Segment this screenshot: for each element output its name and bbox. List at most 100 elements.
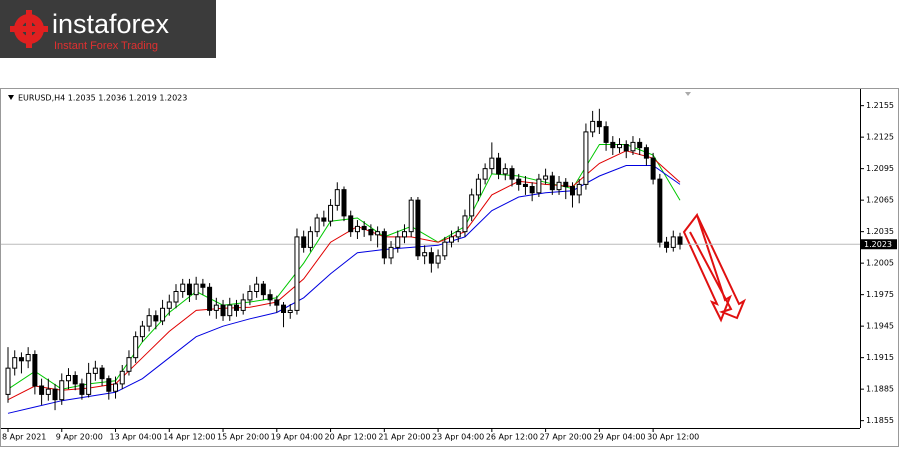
candle-body [395, 236, 401, 248]
candle-body [489, 157, 495, 170]
candle-body [267, 294, 273, 301]
candle-body [99, 367, 105, 380]
candle-body [381, 231, 387, 259]
candle-body [153, 315, 159, 322]
y-tick-label: 1.1885 [866, 385, 894, 394]
candle-body [522, 183, 528, 187]
y-tick-label: 1.1945 [866, 322, 894, 331]
candle-body [133, 336, 139, 359]
candle-body [462, 215, 468, 233]
candle-body [529, 186, 535, 194]
candle-body [260, 283, 266, 296]
candle-body [496, 157, 502, 175]
candle-body [375, 231, 381, 236]
candle-body [482, 168, 488, 180]
x-tick-label: 30 Apr 12:00 [647, 433, 699, 442]
y-tick-label: 1.2125 [866, 133, 894, 142]
shift-marker [685, 92, 691, 96]
candle-body [543, 175, 549, 180]
menu-triangle [8, 95, 14, 100]
candle-body [422, 252, 428, 257]
candle-body [72, 375, 78, 385]
candle-body [475, 178, 481, 196]
candle-body [18, 357, 24, 362]
candle-body [193, 283, 199, 296]
candle-body [549, 175, 555, 191]
x-tick-label: 23 Apr 04:00 [432, 433, 484, 442]
candle-body [556, 181, 562, 191]
candle-body [657, 178, 663, 243]
candle-body [39, 385, 45, 395]
last-price-tag [861, 239, 897, 250]
candle-body [12, 357, 18, 369]
y-tick-label: 1.1855 [866, 416, 894, 425]
candle-body [334, 189, 340, 206]
candle-body [415, 199, 421, 257]
candle-body [637, 141, 643, 149]
x-tick-label: 8 Apr 2021 [2, 433, 46, 442]
candle-body [5, 367, 11, 395]
candle-body [180, 283, 186, 292]
candle-body [630, 141, 636, 152]
x-tick-label: 15 Apr 20:00 [217, 433, 269, 442]
candle-body [469, 194, 475, 217]
y-tick-label: 1.1915 [866, 353, 894, 362]
candle-body [388, 246, 394, 259]
candle-body [455, 231, 461, 238]
y-tick-label: 1.2005 [866, 259, 894, 268]
candle-body [25, 354, 31, 362]
candle-body [200, 283, 206, 288]
candle-body [569, 186, 575, 196]
candle-body [617, 144, 623, 149]
candle-body [160, 307, 166, 322]
candle-body [92, 367, 98, 374]
y-tick-label: 1.1975 [866, 290, 894, 299]
candle-body [146, 315, 152, 327]
candle-body [502, 168, 508, 175]
candle-body [408, 199, 414, 233]
candle-body [428, 252, 434, 264]
candle-body [670, 236, 676, 248]
candle-body [86, 372, 92, 395]
x-tick-label: 26 Apr 12:00 [486, 433, 538, 442]
candle-body [516, 178, 522, 185]
candle-body [348, 215, 354, 233]
logo-tagline: Instant Forex Trading [54, 40, 158, 52]
candle-body [281, 304, 287, 313]
candle-body [563, 181, 569, 188]
y-tick-label: 1.2095 [866, 164, 894, 173]
candle-body [220, 304, 226, 317]
candle-body [173, 291, 179, 303]
y-tick-label: 1.2155 [866, 101, 894, 110]
candle-body [247, 291, 253, 301]
x-tick-label: 20 Apr 12:00 [325, 433, 377, 442]
candle-body [583, 131, 589, 185]
candle-body [166, 301, 172, 309]
candle-body [126, 357, 132, 372]
candle-body [65, 375, 71, 382]
candle-body [59, 380, 65, 401]
candle-body [368, 229, 374, 236]
candle-body [650, 157, 656, 180]
logo-icon [10, 10, 48, 48]
candle-body [79, 383, 85, 395]
candle-body [321, 217, 327, 222]
ma-line [7, 165, 681, 414]
candle-body [341, 189, 347, 217]
candle-body [207, 286, 213, 311]
x-tick-label: 13 Apr 04:00 [110, 433, 162, 442]
candle-body [213, 304, 219, 311]
candle-body [590, 120, 596, 133]
candle-body [227, 304, 233, 317]
candle-body [576, 183, 582, 196]
candle-body [186, 283, 192, 296]
x-tick-label: 27 Apr 20:00 [540, 433, 592, 442]
y-tick-label: 1.2065 [866, 196, 894, 205]
candle-body [314, 217, 320, 233]
candle-body [361, 225, 367, 231]
candle-body [449, 236, 455, 243]
logo-name: instaforex [52, 9, 170, 39]
symbol-info: EURUSD,H4 1.2035 1.2036 1.2019 1.2023 [18, 94, 187, 103]
